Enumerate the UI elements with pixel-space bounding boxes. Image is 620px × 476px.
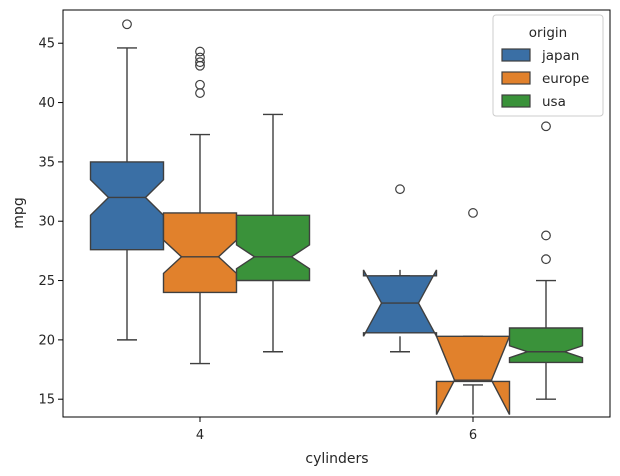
outlier-point	[195, 79, 205, 90]
outlier-point	[195, 57, 205, 68]
legend-items: japan europe usa	[501, 48, 589, 110]
outlier-point	[468, 208, 478, 218]
legend-swatch	[501, 71, 531, 85]
legend-item-europe: europe	[501, 71, 589, 87]
box-japan-4	[89, 19, 165, 341]
legend-label: usa	[542, 94, 566, 110]
outlier-point	[541, 254, 551, 265]
plot-frame	[62, 9, 611, 418]
legend-frame	[492, 14, 604, 117]
y-tick-label: 40	[38, 96, 55, 111]
y-tick-label: 20	[38, 333, 55, 348]
y-tick-label: 45	[38, 37, 55, 52]
box-usa-4	[235, 113, 311, 353]
y-tick-label: 15	[38, 393, 55, 408]
outlier-point	[195, 46, 205, 57]
outlier-point	[541, 121, 551, 132]
x-axis-title: cylinders	[305, 451, 368, 467]
box-japan-6	[362, 184, 438, 353]
legend-item-usa: usa	[501, 94, 566, 110]
legend-item-japan: japan	[501, 48, 579, 64]
legend-label: japan	[541, 48, 579, 64]
x-tick-label: 6	[469, 428, 477, 443]
legend-swatch	[501, 48, 531, 62]
legend-label: europe	[542, 71, 589, 87]
box-body	[508, 327, 584, 364]
legend: origin japan europe usa	[492, 14, 604, 117]
y-tick-label: 25	[38, 274, 55, 289]
y-tick-label: 35	[38, 155, 55, 170]
y-tick-label: 30	[38, 215, 55, 230]
x-tick-label: 4	[196, 428, 204, 443]
legend-title: origin	[529, 25, 567, 41]
boxes-layer	[89, 19, 584, 415]
axes-layer: 15 20 25 30 35 40 45 4 6	[38, 9, 611, 443]
box-usa-6	[508, 121, 584, 400]
outlier-point	[122, 19, 132, 30]
y-axis-title: mpg	[11, 197, 27, 228]
outlier-point	[541, 230, 551, 241]
box-body	[89, 161, 165, 251]
outlier-point	[195, 52, 205, 63]
legend-swatch	[501, 94, 531, 108]
outlier-point	[395, 184, 405, 195]
box-europe-4	[162, 46, 238, 365]
box-body	[235, 214, 311, 282]
